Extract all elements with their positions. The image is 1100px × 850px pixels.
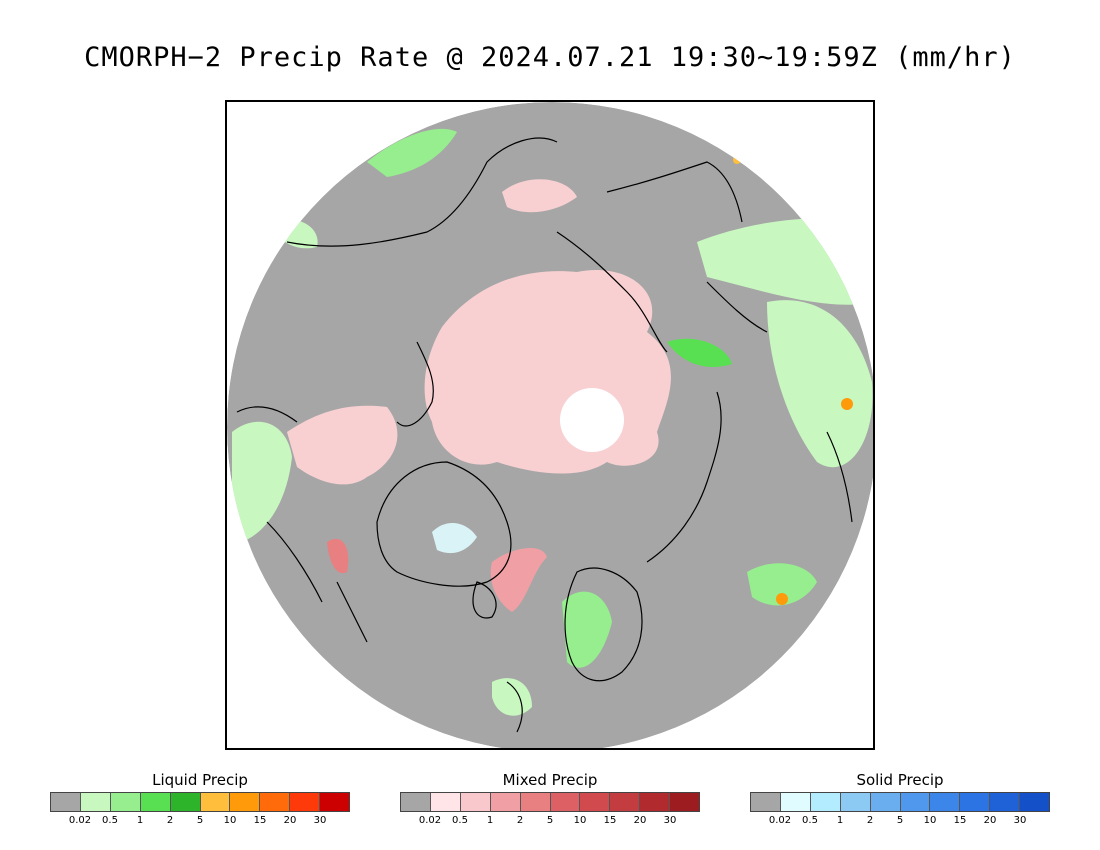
color-swatch [260,793,291,811]
tick-label: 30 [663,815,677,826]
tick-label: 0.5 [102,815,118,826]
tick-labels: 0.02 0.5 1 2 5 10 15 20 30 [400,812,700,828]
color-swatch [610,793,641,811]
tick-label: 0.5 [802,815,818,826]
color-swatch [550,793,581,811]
color-swatch [870,793,901,811]
tick-label: 2 [166,815,174,826]
polar-stereographic-map [227,102,873,748]
tick-label: 1 [486,815,494,826]
tick-label: 10 [223,815,237,826]
tick-label: 5 [546,815,554,826]
color-swatch [520,793,551,811]
color-swatch [140,793,171,811]
liquid-precip-southwest [232,421,292,542]
tick-label: 2 [516,815,524,826]
tick-label: 0.02 [68,815,92,826]
color-swatch [990,793,1021,811]
color-swatch [320,793,350,811]
liquid-precip-kamchatka [667,338,732,368]
mixed-precip-labrador [327,538,349,574]
color-swatch [900,793,931,811]
coastlines [236,137,853,733]
tick-label: 15 [253,815,267,826]
tick-label: 0.5 [452,815,468,826]
color-bar [50,792,350,812]
legend-mixed-precip: Mixed Precip 0.02 0.5 1 2 5 10 15 20 30 [400,770,700,828]
color-swatch [170,793,201,811]
tick-label: 20 [983,815,997,826]
tick-labels: 0.02 0.5 1 2 5 10 15 20 30 [750,812,1050,828]
precip-map [225,100,875,750]
color-swatch [110,793,141,811]
color-swatch [290,793,321,811]
mixed-precip-siberia [502,179,577,213]
tick-label: 5 [896,815,904,826]
legend-solid-precip: Solid Precip 0.02 0.5 1 2 5 10 15 20 30 [750,770,1050,828]
tick-labels: 0.02 0.5 1 2 5 10 15 20 30 [50,812,350,828]
heavy-precip-cell-east [841,398,853,410]
color-swatch [780,793,811,811]
liquid-precip-southeast [747,563,817,606]
color-swatch [670,793,700,811]
color-bar [750,792,1050,812]
liquid-precip-northwest [367,128,457,177]
tick-label: 20 [283,815,297,826]
color-swatch [810,793,841,811]
legend-liquid-precip: Liquid Precip 0.02 0.5 1 2 5 10 15 20 30 [50,770,350,828]
tick-label: 15 [953,815,967,826]
color-swatch [840,793,871,811]
heavy-precip-cell-north [733,156,741,164]
color-swatch [1020,793,1050,811]
tick-label: 1 [836,815,844,826]
tick-label: 1 [136,815,144,826]
legend-title: Solid Precip [856,771,944,789]
heavy-precip-cell-southeast [776,593,788,605]
pole-data-gap [560,388,624,452]
mixed-precip-canada-band [287,405,398,485]
color-swatch [640,793,671,811]
solid-precip-greenland [432,522,477,554]
legend-title: Liquid Precip [152,771,248,789]
color-bar [400,792,700,812]
map-title: CMORPH−2 Precip Rate @ 2024.07.21 19:30~… [84,42,1016,73]
mixed-precip-north-atlantic [490,547,547,612]
tick-label: 30 [1013,815,1027,826]
liquid-precip-scandinavia [562,591,612,668]
color-swatch [580,793,611,811]
color-swatch [80,793,111,811]
color-swatch [51,793,81,811]
color-swatch [460,793,491,811]
color-swatch [200,793,231,811]
color-swatch [930,793,961,811]
color-swatch [751,793,781,811]
tick-label: 2 [866,815,874,826]
tick-label: 30 [313,815,327,826]
tick-label: 10 [923,815,937,826]
color-swatch [401,793,431,811]
color-swatch [230,793,261,811]
legend-title: Mixed Precip [502,771,598,789]
tick-label: 0.02 [418,815,442,826]
tick-label: 10 [573,815,587,826]
color-swatch [490,793,521,811]
color-swatch [960,793,991,811]
color-swatch [430,793,461,811]
tick-label: 0.02 [768,815,792,826]
tick-label: 5 [196,815,204,826]
liquid-precip-east-band [767,300,873,468]
tick-label: 20 [633,815,647,826]
tick-label: 15 [603,815,617,826]
